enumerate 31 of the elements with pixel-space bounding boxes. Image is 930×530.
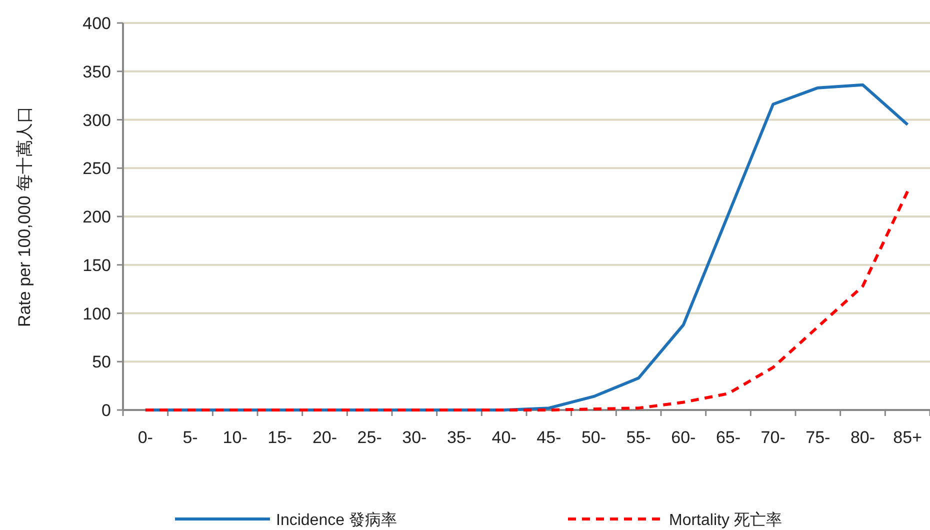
y-tick-label: 300: [82, 110, 111, 130]
y-tick-label: 350: [82, 62, 111, 82]
x-tick-label: 60-: [671, 428, 696, 447]
line-series: [144, 190, 910, 412]
x-tick-label: 25-: [357, 428, 382, 447]
y-tick-label: 0: [102, 401, 111, 420]
legend-label: Incidence 發病率: [276, 511, 397, 529]
x-tick-label: 20-: [312, 428, 338, 447]
x-tick-label: 50-: [581, 428, 606, 447]
x-tick-label: 70-: [760, 428, 786, 447]
y-tick-label: 400: [82, 14, 111, 33]
y-axis-title: Rate per 100,000 每十萬人口: [15, 106, 34, 328]
x-tick-label: 35-: [446, 428, 472, 447]
y-tick-label: 150: [82, 256, 111, 275]
x-tick-label: 45-: [536, 428, 562, 447]
x-tick-label: 40-: [492, 428, 516, 447]
x-tick-label: 0-: [138, 428, 153, 447]
x-tick-label: 10-: [222, 428, 248, 447]
x-tick-label: 75-: [806, 428, 830, 447]
x-tick-label: 80-: [850, 428, 876, 447]
y-tick-label: 200: [82, 208, 111, 226]
x-tick-label: 5-: [182, 428, 198, 447]
legend-label: Mortality 死亡率: [669, 511, 782, 529]
x-tick-label: 85+: [893, 428, 922, 447]
x-tick-label: 30-: [402, 428, 427, 447]
y-tick-label: 250: [82, 159, 111, 178]
x-tick-label: 65-: [716, 428, 741, 447]
x-tick-label: 55-: [626, 428, 651, 447]
y-tick-label: 100: [82, 304, 111, 324]
x-tick-label: 15-: [268, 428, 292, 447]
y-tick-label: 50: [92, 352, 111, 372]
